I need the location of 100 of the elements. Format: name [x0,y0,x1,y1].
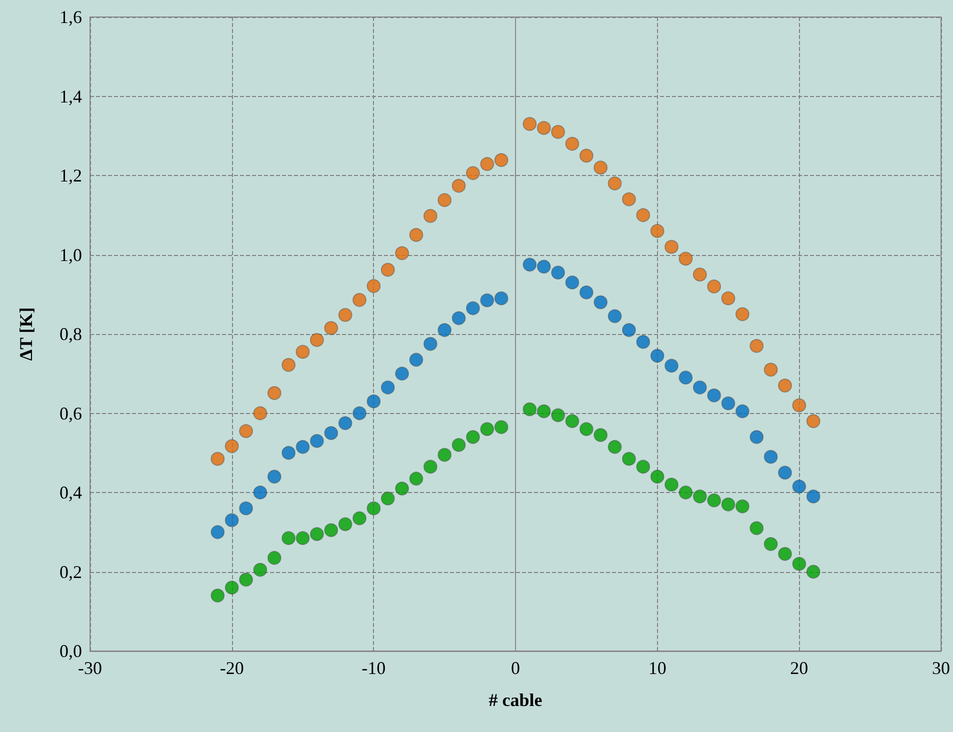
point [352,292,366,307]
point [650,470,664,484]
point [324,321,338,336]
x-tick-label: 0 [511,658,520,678]
point [380,380,395,394]
point [310,332,324,347]
point [452,438,466,452]
point [721,396,736,410]
point [210,452,225,466]
point [792,480,806,494]
point [282,531,296,546]
point [764,537,778,552]
point [409,472,424,486]
point [338,517,352,532]
point [522,402,537,416]
point [622,452,636,466]
point [210,525,225,540]
point [366,501,381,516]
point [310,527,324,542]
point [380,491,395,506]
point [452,178,466,193]
point [466,430,480,444]
point [750,338,764,353]
point [338,416,352,430]
point [778,378,792,393]
point [296,440,310,454]
point [636,460,650,474]
point [622,323,636,338]
point [522,116,537,131]
x-axis-title: # cable [488,690,542,710]
point [522,258,537,272]
y-tick-label: 0,8 [60,324,82,344]
point [565,414,580,428]
y-tick-label: 0,2 [60,562,82,582]
point [594,428,608,442]
point [466,301,480,316]
point [352,406,366,420]
point [395,246,410,260]
point [650,348,664,363]
point [551,124,566,139]
point [438,323,452,338]
point [352,511,366,526]
point [224,513,239,528]
point [282,358,296,372]
point [296,531,310,546]
point [282,446,296,460]
point [267,550,282,565]
point [423,208,438,223]
x-tick-label: 20 [790,658,808,678]
point [466,166,480,180]
point [452,311,466,326]
point [692,489,707,504]
point [324,523,338,538]
point [480,157,494,172]
point [536,404,551,418]
point [480,422,494,436]
point [608,176,622,190]
x-tick-label: 30 [932,658,950,678]
y-tick-label: 1,2 [60,166,82,186]
point [423,336,438,351]
point [338,308,352,322]
point [551,408,566,422]
point [608,309,622,324]
point [707,279,722,294]
point [579,148,594,163]
point [395,366,410,381]
point [579,422,594,436]
point [494,153,508,168]
point [764,450,778,464]
y-tick-label: 1,4 [60,86,82,106]
point [806,414,820,428]
point [267,470,282,484]
point [239,501,254,516]
point [678,370,693,385]
point [707,388,722,402]
point [409,352,424,367]
point [565,136,580,151]
y-tick-label: 1,6 [60,7,82,27]
point [253,486,268,500]
point [594,160,608,175]
point [664,240,679,254]
point [366,394,381,408]
point [565,275,580,290]
point [438,193,452,208]
point [678,252,693,266]
point [395,482,410,496]
point [324,426,338,440]
point [494,420,508,434]
point [806,564,820,579]
y-tick-label: 0,6 [60,403,82,424]
point [750,521,764,536]
y-tick-label: 1,0 [60,244,82,265]
point [267,386,282,400]
point [792,398,806,412]
y-axis-title: ΔT [K] [16,307,36,361]
point [380,262,395,277]
point [608,440,622,454]
point [253,562,268,577]
point [792,556,806,571]
point [806,489,820,504]
